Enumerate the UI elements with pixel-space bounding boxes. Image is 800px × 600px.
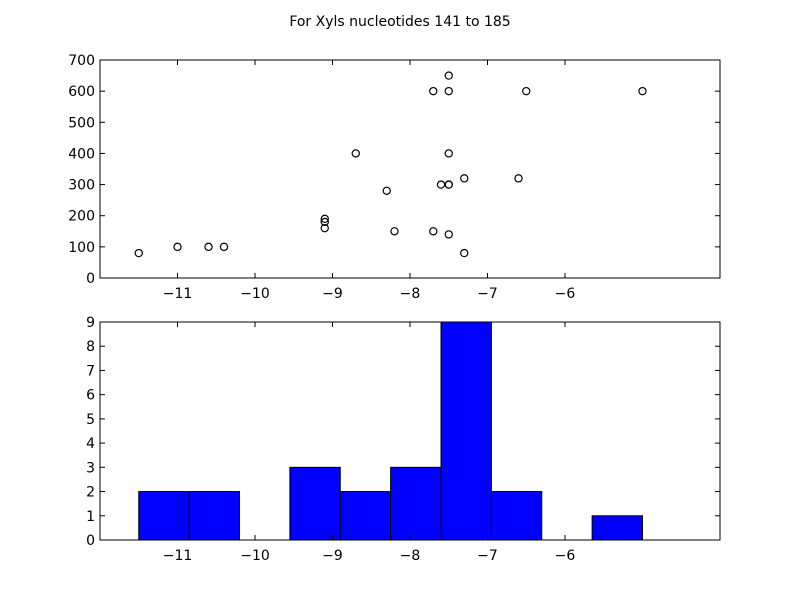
scatter-point xyxy=(351,149,360,158)
scatter-y-tick-label: 500 xyxy=(68,115,95,131)
scatter-point xyxy=(444,86,453,96)
scatter-x-tick-label: −6 xyxy=(555,286,576,302)
histogram-x-tick-label: −7 xyxy=(477,548,498,564)
scatter-x-tick-label: −11 xyxy=(163,286,193,302)
scatter-y-tick-label: 400 xyxy=(68,146,95,162)
histogram-y-tick-label: 9 xyxy=(86,315,95,331)
histogram-y-tick-label: 3 xyxy=(86,460,95,476)
scatter-axes-frame xyxy=(99,59,721,279)
histogram-bar xyxy=(339,491,392,541)
histogram-bar xyxy=(138,491,190,541)
scatter-point xyxy=(134,248,143,258)
histogram-x-tick-label: −6 xyxy=(555,548,576,564)
histogram-x-tick-label: −11 xyxy=(163,548,193,564)
histogram-plot: −11 −10 −9 −8 −7 −6 0 1 2 3 4 5 6 7 8 9 xyxy=(86,315,721,564)
scatter-point xyxy=(514,174,523,183)
histogram-bars xyxy=(138,321,643,541)
scatter-x-tick-label: −7 xyxy=(477,286,498,302)
scatter-y-tick-label: 700 xyxy=(68,53,95,69)
figure-title: For Xyls nucleotides 141 to 185 xyxy=(289,14,510,30)
histogram-y-tick-label: 0 xyxy=(86,533,95,549)
scatter-plot: −11 −10 −9 −8 −7 −6 0 100 200 300 400 500 600 700 xyxy=(68,53,721,302)
histogram-axes-frame xyxy=(99,321,721,541)
scatter-point xyxy=(522,86,531,96)
histogram-y-tick-label: 5 xyxy=(86,412,95,428)
scatter-point xyxy=(460,174,469,183)
scatter-point xyxy=(429,227,438,236)
histogram-y-tick-label: 6 xyxy=(86,388,95,404)
histogram-bar xyxy=(490,491,543,541)
histogram-axis-ticks: −11 −10 −9 −8 −7 −6 0 1 2 3 4 5 6 7 8 9 xyxy=(86,315,720,564)
histogram-bar xyxy=(289,466,341,541)
scatter-y-tick-label: 200 xyxy=(68,209,95,225)
scatter-point xyxy=(320,214,329,224)
scatter-point xyxy=(444,149,453,158)
histogram-y-tick-label: 7 xyxy=(86,363,95,379)
histogram-y-tick-label: 4 xyxy=(86,436,95,452)
scatter-y-tick-label: 100 xyxy=(68,240,95,256)
scatter-point xyxy=(444,180,453,189)
scatter-point xyxy=(638,86,647,96)
scatter-points xyxy=(134,71,647,258)
scatter-y-tick-label: 300 xyxy=(68,178,95,194)
histogram-y-tick-label: 1 xyxy=(86,509,95,525)
scatter-point xyxy=(429,86,438,96)
histogram-bar xyxy=(188,491,240,541)
histogram-x-tick-label: −9 xyxy=(322,548,343,564)
scatter-point xyxy=(460,248,469,258)
scatter-y-tick-label: 0 xyxy=(86,271,95,287)
histogram-y-tick-label: 8 xyxy=(86,339,95,355)
histogram-y-tick-label: 2 xyxy=(86,485,95,501)
scatter-point xyxy=(204,242,213,252)
scatter-point xyxy=(382,186,391,195)
histogram-bar xyxy=(390,466,442,541)
scatter-point xyxy=(444,230,453,239)
scatter-point xyxy=(390,227,399,236)
scatter-point xyxy=(320,217,329,227)
scatter-point xyxy=(320,223,329,233)
scatter-axis-ticks: −11 −10 −9 −8 −7 −6 0 100 200 300 400 500 600 700 xyxy=(68,53,720,302)
scatter-point xyxy=(219,242,229,252)
histogram-bar xyxy=(440,321,492,541)
scatter-x-tick-label: −10 xyxy=(240,286,270,302)
histogram-x-tick-label: −8 xyxy=(400,548,421,564)
scatter-x-tick-label: −9 xyxy=(322,286,343,302)
histogram-bar xyxy=(591,515,643,541)
scatter-point xyxy=(444,71,453,80)
scatter-y-tick-label: 600 xyxy=(68,84,95,100)
scatter-x-tick-label: −8 xyxy=(400,286,421,302)
scatter-point xyxy=(173,242,182,252)
histogram-x-tick-label: −10 xyxy=(240,548,270,564)
